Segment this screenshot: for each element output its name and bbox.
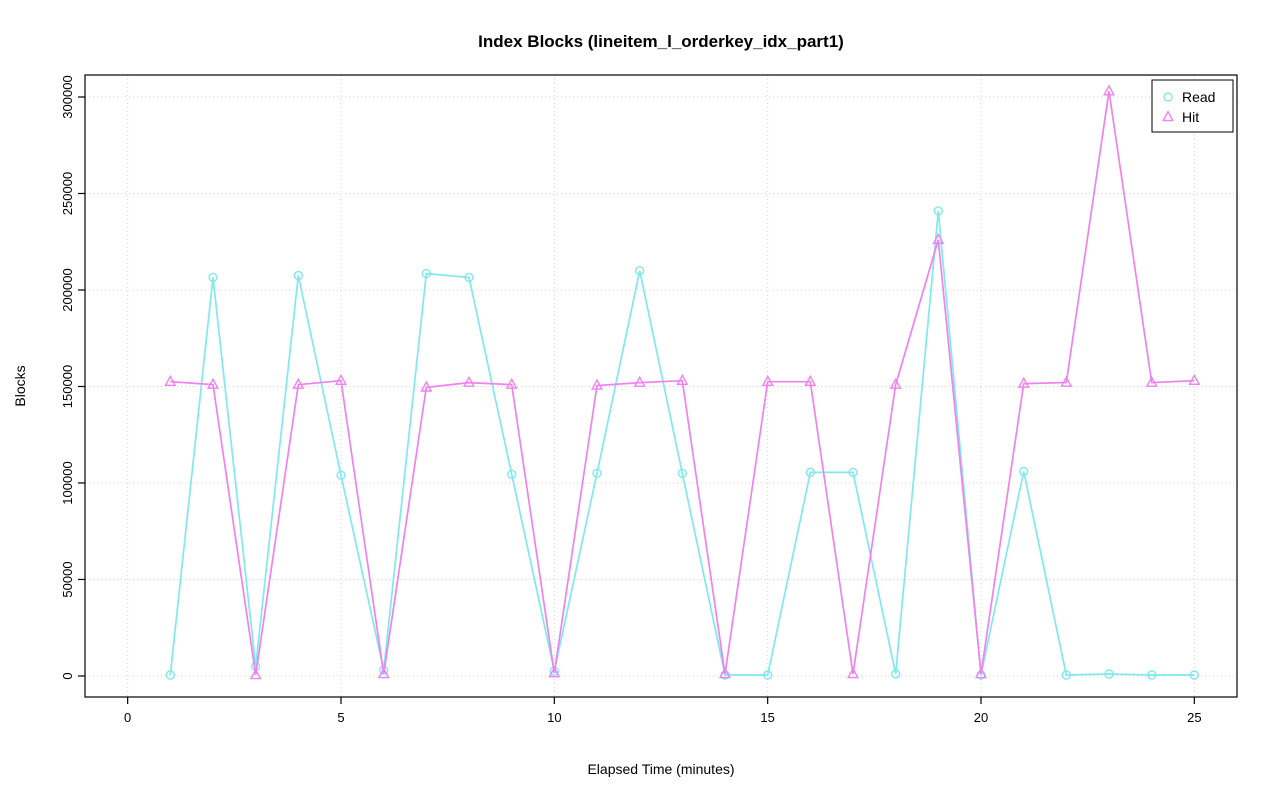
data-point-triangle: [804, 374, 817, 386]
y-tick-label: 50000: [60, 561, 75, 597]
data-point-circle: [1146, 670, 1157, 680]
data-point-triangle: [847, 667, 859, 679]
series-hit: [164, 84, 1201, 680]
gridlines: [85, 75, 1237, 697]
data-point-triangle: [932, 232, 945, 245]
x-tick-label: 0: [124, 710, 131, 725]
x-tick-label: 10: [547, 710, 561, 725]
data-point-circle: [336, 470, 346, 480]
data-point-circle: [165, 670, 176, 680]
x-tick-label: 5: [337, 710, 344, 725]
legend-label: Read: [1182, 89, 1215, 105]
data-point-triangle: [505, 377, 518, 389]
chart-title: Index Blocks (lineitem_l_orderkey_idx_pa…: [478, 32, 844, 51]
data-point-triangle: [761, 374, 774, 386]
data-point-triangle: [463, 375, 475, 387]
data-point-circle: [677, 468, 687, 478]
data-point-triangle: [335, 373, 347, 385]
data-point-triangle: [719, 667, 731, 679]
x-axis-label: Elapsed Time (minutes): [587, 761, 734, 777]
data-point-circle: [635, 266, 645, 276]
data-point-triangle: [1145, 375, 1158, 387]
data-point-triangle: [1103, 84, 1115, 96]
legend-marker-circle: [1163, 92, 1173, 102]
legend-box: [1151, 79, 1234, 133]
data-point-circle: [421, 268, 431, 279]
data-point-circle: [293, 270, 303, 281]
data-point-triangle: [1017, 376, 1030, 388]
data-point-triangle: [591, 378, 603, 390]
data-point-triangle: [975, 667, 987, 679]
data-point-circle: [1104, 669, 1114, 679]
data-point-circle: [1061, 670, 1072, 680]
data-point-triangle: [633, 375, 646, 387]
series-line: [170, 91, 1195, 676]
data-point-circle: [592, 468, 602, 478]
y-tick-label: 250000: [60, 172, 75, 215]
data-point-circle: [805, 467, 815, 478]
x-tick-label: 15: [760, 710, 774, 725]
data-point-triangle: [676, 373, 689, 385]
data-point-circle: [208, 272, 218, 283]
data-point-circle: [1189, 670, 1200, 680]
legend: Read Hit: [1151, 79, 1234, 133]
series-read: [165, 206, 1200, 680]
x-tick-label: 20: [974, 710, 988, 725]
data-point-triangle: [1188, 373, 1201, 385]
series-line: [169, 210, 1195, 676]
data-point-circle: [464, 272, 474, 283]
axes: 0 5 10 15 20 25 0 50000 100000 150000 200000 250000…: [60, 74, 1238, 725]
data-point-triangle: [548, 666, 561, 678]
data-point-circle: [848, 467, 858, 478]
data-point-triangle: [207, 377, 219, 389]
data-point-circle: [933, 206, 943, 216]
y-tick-label: 100000: [60, 461, 75, 504]
x-tick-label: 25: [1187, 710, 1201, 725]
data-point-triangle: [377, 667, 390, 679]
y-axis-label: Blocks: [12, 365, 28, 406]
data-point-circle: [891, 669, 901, 679]
data-point-triangle: [1060, 375, 1073, 387]
data-series: [164, 84, 1201, 680]
legend-label: Hit: [1182, 109, 1199, 125]
y-tick-label: 0: [60, 672, 75, 679]
data-point-triangle: [292, 377, 305, 389]
data-point-circle: [763, 670, 773, 680]
data-point-triangle: [164, 374, 177, 386]
y-tick-label: 200000: [60, 268, 75, 311]
data-point-triangle: [420, 380, 433, 392]
data-point-circle: [507, 469, 517, 479]
data-point-triangle: [249, 668, 262, 680]
y-tick-label: 150000: [60, 365, 75, 408]
legend-marker-triangle: [1162, 110, 1174, 122]
y-tick-label: 300000: [60, 75, 75, 118]
data-point-circle: [379, 665, 389, 675]
data-point-triangle: [889, 377, 902, 389]
data-point-circle: [1019, 466, 1029, 477]
